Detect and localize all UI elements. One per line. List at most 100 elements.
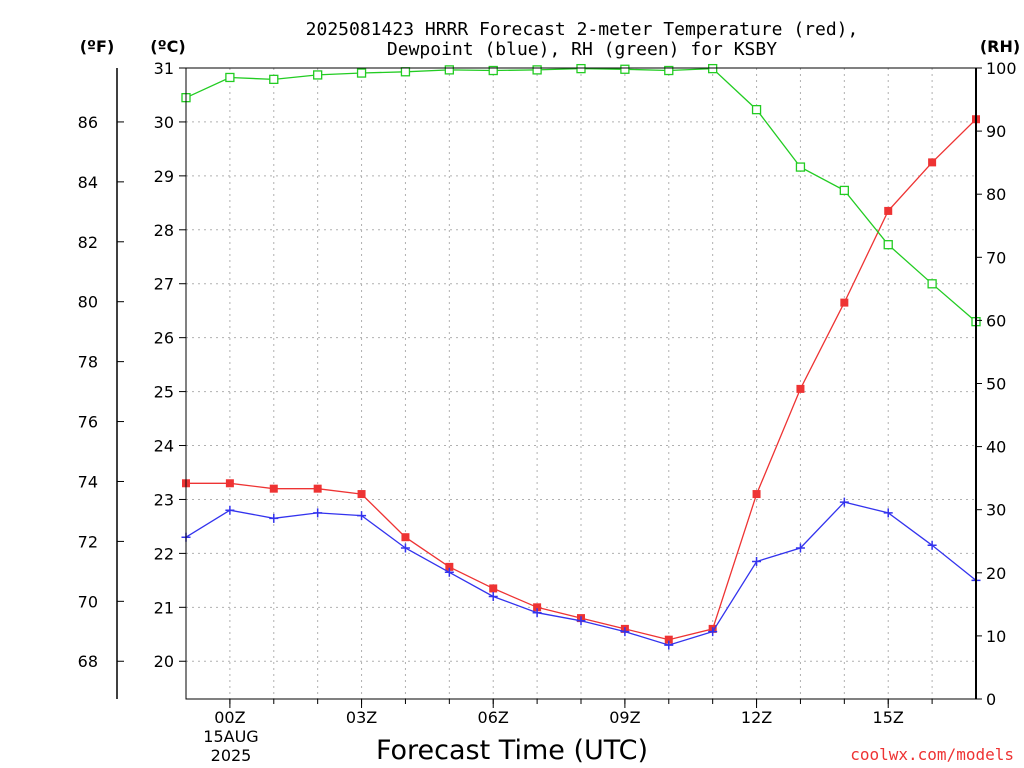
dewpoint-point	[488, 592, 498, 602]
date-label-line2: 2025	[211, 746, 252, 765]
rh-tick-label: 70	[986, 248, 1006, 267]
celsius-tick-label: 30	[154, 113, 174, 132]
temperature-point	[664, 635, 673, 644]
fahrenheit-tick-label: 84	[78, 173, 98, 192]
temperature-point	[269, 484, 278, 493]
celsius-tick-label: 22	[154, 544, 174, 563]
celsius-tick-label: 24	[154, 437, 174, 456]
celsius-tick-label: 31	[154, 59, 174, 78]
rh-point	[225, 72, 235, 83]
fahrenheit-tick-label: 86	[78, 113, 98, 132]
temperature-point	[884, 206, 893, 215]
axes-layer: 20 21 22 23 24 25 26 27 28 29 30 31 68 70 72 74 76 78 80 82…	[78, 59, 1017, 727]
celsius-tick-label: 21	[154, 598, 174, 617]
gridlines	[186, 67, 976, 699]
rh-point	[269, 74, 279, 85]
temperature-point	[928, 158, 937, 167]
rh-point	[444, 65, 454, 75]
temperature-point	[445, 562, 454, 571]
celsius-tick-label: 25	[154, 383, 174, 402]
rh-point	[883, 240, 893, 250]
rh-tick-label: 40	[986, 438, 1006, 457]
temperature-point	[401, 533, 410, 542]
x-tick-label: 06Z	[478, 708, 509, 727]
rh-point	[400, 67, 411, 77]
rh-point	[532, 65, 542, 75]
dewpoint-point	[927, 540, 937, 550]
chart-title-line1: 2025081423 HRRR Forecast 2-meter Tempera…	[306, 19, 859, 40]
chart-title-line2: Dewpoint (blue), RH (green) for KSBY	[387, 39, 777, 60]
celsius-tick-label: 27	[154, 275, 174, 294]
temperature-point	[313, 484, 322, 493]
celsius-tick-label: 26	[154, 329, 174, 348]
x-tick-label: 09Z	[609, 708, 640, 727]
dewpoint-point	[752, 556, 762, 566]
dewpoint-point	[795, 543, 805, 553]
rh-tick-label: 50	[986, 375, 1006, 394]
rh-point	[751, 104, 762, 115]
dewpoint-point	[664, 640, 674, 650]
dewpoint-point	[883, 508, 893, 518]
rh-tick-label: 60	[986, 311, 1006, 330]
dewpoint-point	[400, 543, 410, 553]
dewpoint-point	[620, 627, 630, 637]
dewpoint-point	[444, 567, 454, 577]
dewpoint-point	[532, 608, 542, 618]
rh-point	[313, 70, 323, 80]
celsius-tick-label: 23	[154, 490, 174, 509]
rh-unit-label: (RH)	[980, 37, 1020, 56]
x-tick-label: 00Z	[214, 708, 245, 727]
fahrenheit-unit-label: (ºF)	[80, 37, 115, 56]
plot-frame	[185, 67, 977, 700]
rh-tick-label: 0	[986, 690, 996, 709]
dewpoint-point	[839, 497, 849, 507]
dewpoint-point	[313, 508, 323, 518]
temperature-point	[357, 490, 366, 499]
celsius-tick-label: 20	[154, 652, 174, 671]
temperature-point	[533, 603, 542, 612]
rh-tick-label: 100	[986, 59, 1017, 78]
series-layer	[181, 63, 981, 650]
date-label-line1: 15AUG	[203, 727, 258, 746]
fahrenheit-tick-label: 78	[78, 353, 98, 372]
temperature-point	[796, 384, 805, 393]
dewpoint-point	[269, 513, 279, 523]
celsius-unit-label: (ºC)	[150, 37, 185, 56]
x-tick-label: 15Z	[873, 708, 904, 727]
celsius-tick-label: 28	[154, 221, 174, 240]
temperature-point	[840, 298, 849, 307]
dewpoint-point	[357, 511, 367, 521]
rh-point	[927, 279, 937, 289]
fahrenheit-tick-label: 68	[78, 652, 98, 671]
x-tick-label: 03Z	[346, 708, 377, 727]
dewpoint-point	[225, 505, 235, 515]
rh-point	[356, 68, 367, 78]
rh-point	[488, 65, 498, 76]
temperature-point	[752, 490, 761, 499]
rh-tick-label: 90	[986, 122, 1006, 141]
rh-point	[664, 65, 674, 76]
x-axis-title: Forecast Time (UTC)	[376, 735, 648, 766]
fahrenheit-tick-label: 74	[78, 472, 98, 491]
x-tick-label: 12Z	[741, 708, 772, 727]
rh-point	[620, 64, 630, 74]
fahrenheit-tick-label: 70	[78, 592, 98, 611]
rh-tick-label: 10	[986, 627, 1006, 646]
fahrenheit-tick-label: 76	[78, 413, 98, 432]
fahrenheit-tick-label: 80	[78, 293, 98, 312]
rh-point	[795, 162, 806, 172]
celsius-tick-label: 29	[154, 167, 174, 186]
temperature-point	[225, 479, 234, 488]
dewpoint-point	[576, 616, 586, 626]
fahrenheit-tick-label: 72	[78, 532, 98, 551]
rh-tick-label: 80	[986, 185, 1006, 204]
temperature-point	[489, 584, 498, 593]
rh-point	[576, 63, 586, 74]
rh-point	[708, 63, 718, 74]
credit-text: coolwx.com/models	[850, 745, 1014, 764]
rh-point	[839, 185, 849, 196]
fahrenheit-tick-label: 82	[78, 233, 98, 252]
rh-tick-label: 20	[986, 564, 1006, 583]
dewpoint-point	[708, 627, 718, 637]
